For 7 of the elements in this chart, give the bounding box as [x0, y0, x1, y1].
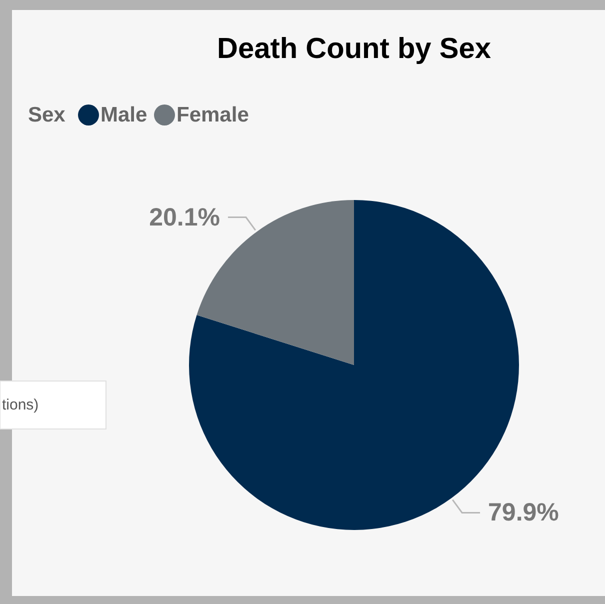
legend-title: Sex	[28, 104, 66, 126]
legend-label: Male	[100, 104, 148, 126]
legend-label: Female	[176, 104, 249, 126]
data-label: 20.1%	[149, 203, 220, 232]
chart-title: Death Count by Sex	[217, 33, 491, 65]
data-label: 79.9%	[488, 498, 559, 527]
text: tions)	[2, 396, 39, 414]
